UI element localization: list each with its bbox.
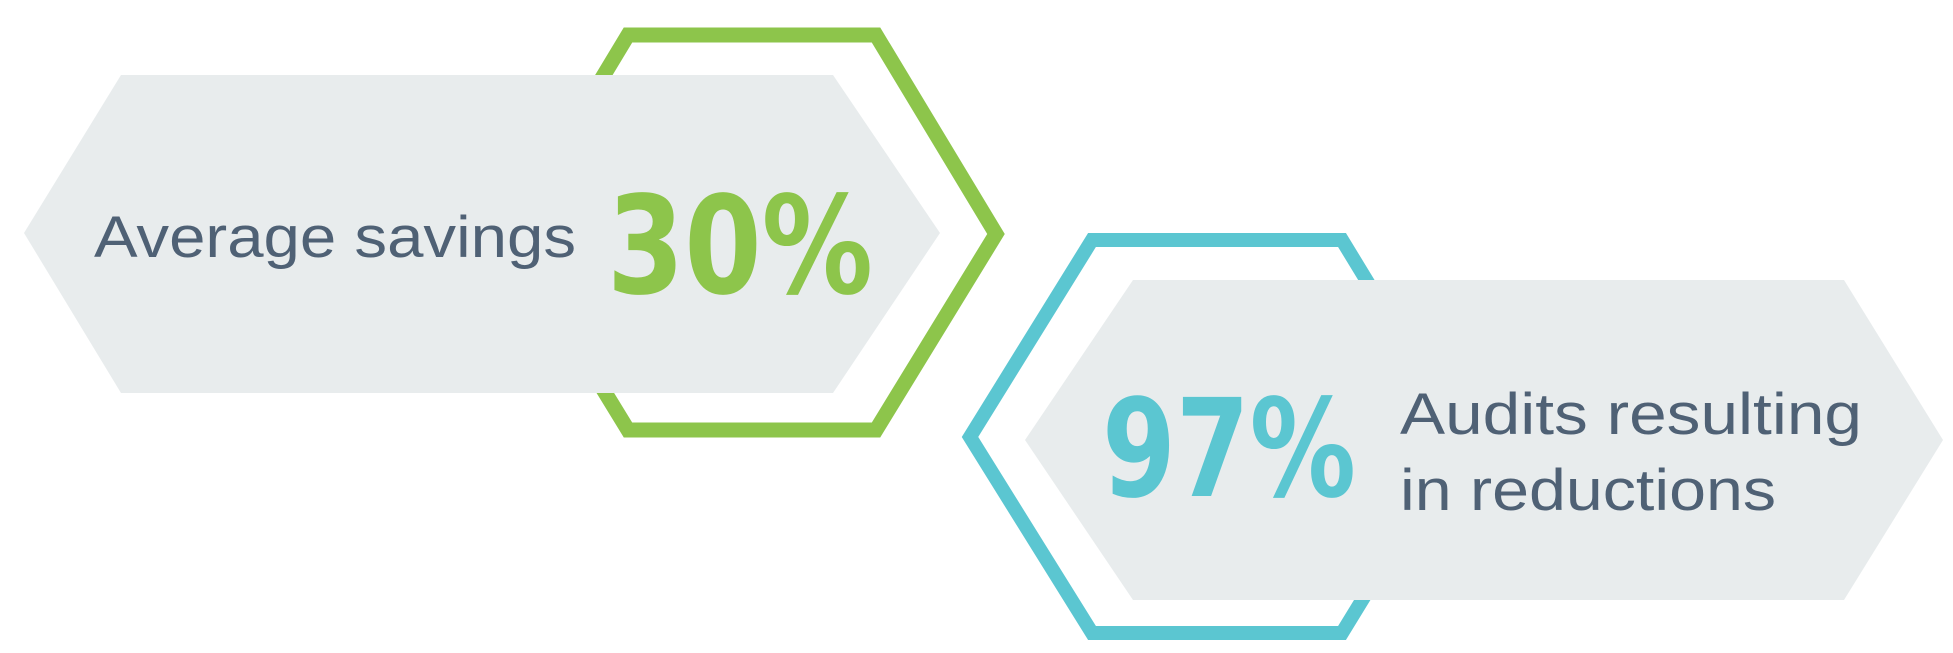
blue-hexagon-outline <box>961 233 1471 640</box>
audits-label-line1: Audits resulting <box>1400 382 1862 447</box>
audits-value: 97% <box>1102 371 1356 529</box>
savings-value: 30% <box>607 168 873 326</box>
audits-label-line2: in reductions <box>1400 458 1776 523</box>
savings-label: Average savings <box>94 205 576 270</box>
audits-panel <box>1025 280 1943 600</box>
savings-panel <box>24 75 940 393</box>
